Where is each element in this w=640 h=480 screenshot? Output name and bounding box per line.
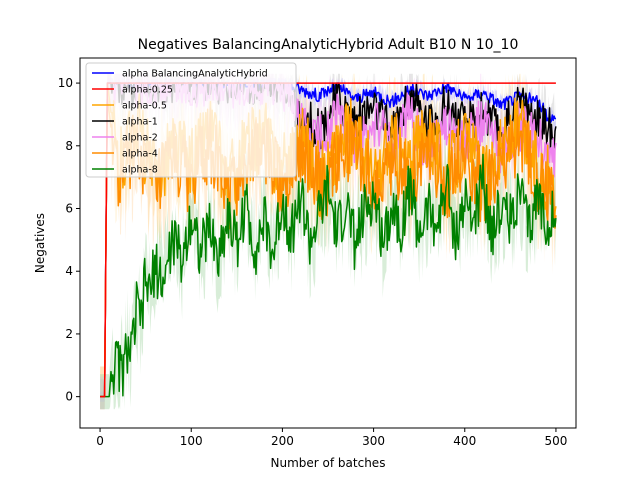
legend-label: alpha-8 xyxy=(122,165,158,176)
y-tick-label: 4 xyxy=(65,264,73,278)
x-axis-label: Number of batches xyxy=(271,456,386,470)
x-tick-label: 200 xyxy=(271,434,294,448)
y-axis: 0 2 4 6 8 10 xyxy=(58,76,80,404)
x-tick-label: 400 xyxy=(453,434,476,448)
y-tick-label: 10 xyxy=(58,76,73,90)
x-tick-label: 0 xyxy=(96,434,104,448)
legend-box xyxy=(85,62,297,178)
x-tick-label: 500 xyxy=(544,434,567,448)
x-tick-label: 300 xyxy=(362,434,385,448)
legend-label: alpha-4 xyxy=(122,149,158,160)
y-tick-label: 0 xyxy=(65,390,73,404)
y-tick-label: 2 xyxy=(65,327,73,341)
y-axis-label: Negatives xyxy=(33,213,47,273)
x-tick-label: 100 xyxy=(180,434,203,448)
legend-label: alpha BalancingAnalyticHybrid xyxy=(122,69,268,80)
y-tick-label: 6 xyxy=(65,202,73,216)
legend-label: alpha-0.5 xyxy=(122,101,167,112)
x-axis: 0 100 200 300 400 500 xyxy=(96,428,567,448)
chart-title: Negatives BalancingAnalyticHybrid Adult … xyxy=(138,37,519,53)
legend-label: alpha-2 xyxy=(122,133,158,144)
y-tick-label: 8 xyxy=(65,139,73,153)
legend-label: alpha-1 xyxy=(122,117,158,128)
series-line xyxy=(100,153,557,398)
series-band xyxy=(100,73,556,410)
legend-label: alpha-0.25 xyxy=(122,85,173,96)
plot-frame xyxy=(79,57,577,429)
legend: alpha BalancingAnalyticHybrid alpha-0.25 a… xyxy=(85,62,297,178)
